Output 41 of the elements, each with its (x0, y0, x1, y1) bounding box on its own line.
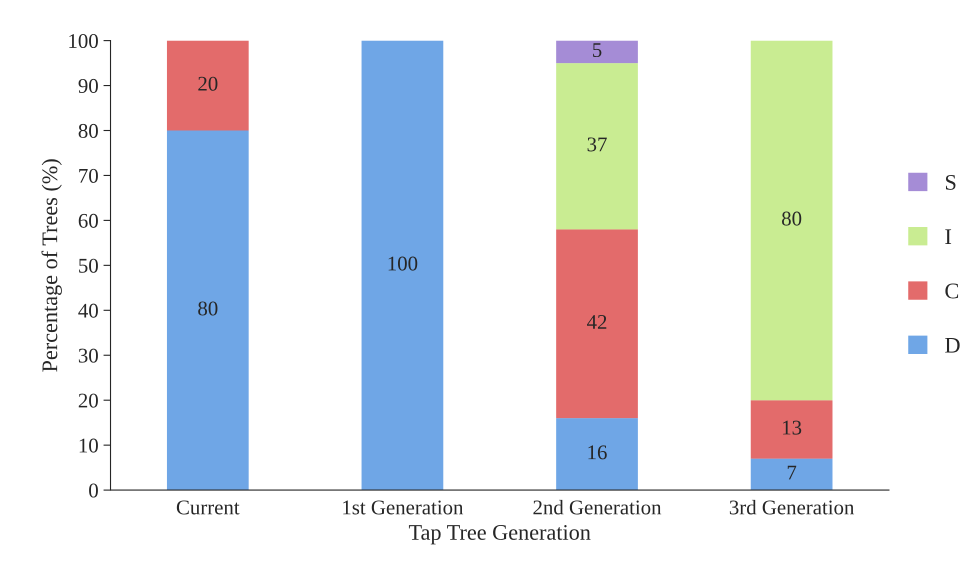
y-tick-label: 100 (69, 34, 98, 48)
y-tick-label: 10 (80, 438, 98, 453)
data-label: 16 (588, 445, 607, 460)
data-label: 80 (198, 301, 218, 316)
x-tick-label: 3rd Generation (730, 500, 854, 514)
bar (556, 63, 638, 230)
y-tick-label: 70 (79, 168, 98, 183)
x-tick-label: Current (176, 500, 240, 514)
x-tick-label: 1st Generation (343, 500, 464, 514)
x-axis-title: Tap Tree Generation (408, 524, 591, 544)
y-tick-label: 30 (78, 348, 98, 363)
data-label: 20 (198, 76, 218, 91)
legend-label: I (945, 229, 952, 244)
bar (556, 229, 638, 418)
y-axis-title: Percentage of Trees (%) (41, 159, 62, 372)
bar (750, 400, 832, 459)
bar (556, 40, 638, 64)
data-label: 80 (782, 212, 802, 226)
y-tick-label: 80 (78, 124, 98, 138)
data-label: 13 (783, 420, 802, 435)
y-tick-label: 50 (79, 258, 98, 273)
y-tick-label: 0 (89, 483, 98, 498)
y-tick-label: 90 (78, 78, 98, 93)
y-tick-label: 60 (78, 214, 98, 228)
bar (166, 40, 249, 130)
bar (166, 130, 249, 490)
legend-label: C (945, 284, 958, 298)
data-label: 7 (788, 466, 796, 480)
data-label: 100 (388, 256, 418, 271)
bar (750, 40, 832, 400)
legend-label: S (946, 174, 956, 190)
data-label: 37 (588, 137, 607, 152)
data-label: 5 (593, 43, 602, 58)
x-tick-label: 2nd Generation (533, 500, 662, 514)
y-tick-label: 20 (78, 394, 98, 408)
bar (556, 418, 638, 490)
data-label: 42 (587, 315, 606, 329)
bar (362, 40, 444, 490)
y-tick-label: 40 (78, 304, 98, 318)
legend-label: D (945, 338, 960, 353)
bar (750, 458, 832, 490)
